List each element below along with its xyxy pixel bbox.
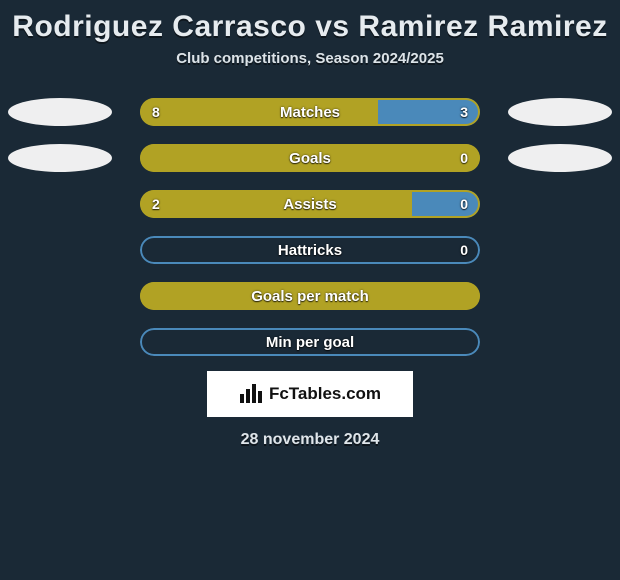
card-date: 28 november 2024 — [0, 431, 620, 449]
stat-bar: Min per goal — [140, 328, 480, 356]
player2-chip — [508, 144, 612, 172]
brand-area: FcTables.com — [0, 371, 620, 417]
brand-box: FcTables.com — [207, 371, 413, 417]
stat-rows: 83Matches0Goals20Assists0HattricksGoals … — [0, 89, 620, 365]
comparison-card: Rodriguez Carrasco vs Ramirez Ramirez Cl… — [0, 0, 620, 580]
left-value: 8 — [152, 98, 160, 126]
left-value: 2 — [152, 190, 160, 218]
bar-right-segment — [412, 190, 480, 218]
right-value: 0 — [460, 144, 468, 172]
player2-name: Ramirez Ramirez — [358, 10, 607, 43]
bar-left-segment — [140, 190, 412, 218]
stat-row: 83Matches — [0, 89, 620, 135]
right-value: 3 — [460, 98, 468, 126]
stat-bar: 0Hattricks — [140, 236, 480, 264]
bar-left-segment — [140, 282, 480, 310]
right-value: 0 — [460, 190, 468, 218]
vs-label: vs — [315, 10, 349, 43]
bar-border — [140, 236, 480, 264]
player1-chip — [8, 98, 112, 126]
player1-name: Rodriguez Carrasco — [12, 10, 306, 43]
card-title: Rodriguez Carrasco vs Ramirez Ramirez — [10, 10, 610, 44]
stat-bar: 0Goals — [140, 144, 480, 172]
bar-left-segment — [140, 98, 378, 126]
stat-row: 0Hattricks — [0, 227, 620, 273]
metric-label: Min per goal — [140, 328, 480, 356]
stat-row: 0Goals — [0, 135, 620, 181]
card-subtitle: Club competitions, Season 2024/2025 — [0, 50, 620, 67]
stat-bar: 20Assists — [140, 190, 480, 218]
stat-row: Goals per match — [0, 273, 620, 319]
bar-border — [140, 328, 480, 356]
brand-text: FcTables.com — [269, 384, 381, 404]
player1-chip — [8, 144, 112, 172]
right-value: 0 — [460, 236, 468, 264]
player2-chip — [508, 98, 612, 126]
metric-label: Hattricks — [140, 236, 480, 264]
bar-left-segment — [140, 144, 480, 172]
stat-bar: 83Matches — [140, 98, 480, 126]
stat-row: 20Assists — [0, 181, 620, 227]
stat-row: Min per goal — [0, 319, 620, 365]
brand-icon — [239, 384, 263, 404]
stat-bar: Goals per match — [140, 282, 480, 310]
